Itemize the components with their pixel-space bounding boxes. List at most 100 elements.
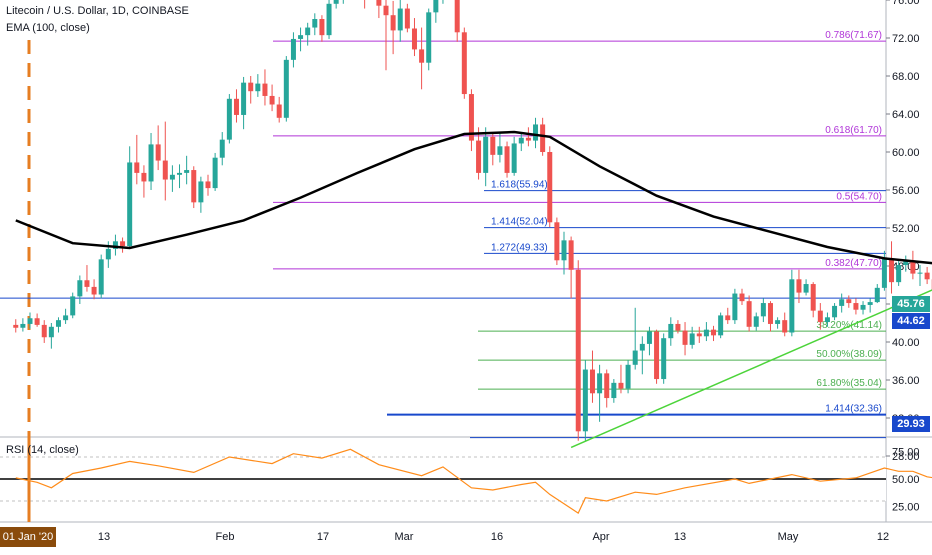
candle-body <box>270 96 275 105</box>
candle-body <box>241 83 246 115</box>
candle-body <box>305 28 310 36</box>
candle-body <box>134 162 139 172</box>
candle-body <box>191 170 196 202</box>
candle-body <box>56 320 61 327</box>
candle-body <box>298 35 303 39</box>
candle-body <box>213 158 218 188</box>
candle-body <box>861 305 866 310</box>
fib-level-label: 1.618(55.94) <box>491 180 548 191</box>
candle-body <box>633 351 638 365</box>
time-axis-tick-label: Feb <box>216 531 235 543</box>
candle-body <box>505 146 510 173</box>
candle-body <box>697 333 702 336</box>
price-axis-tick-label: 64.00 <box>892 109 920 121</box>
candle-body <box>640 344 645 351</box>
candle-body <box>262 84 267 96</box>
candle-body <box>490 137 495 155</box>
candle-body <box>206 181 211 188</box>
candle-body <box>35 318 40 325</box>
candle-body <box>70 296 75 315</box>
level-upper-tag: 44.62 <box>892 313 930 329</box>
candle-body <box>334 0 339 4</box>
time-axis-tick-label: May <box>778 531 799 543</box>
candle-body <box>284 60 289 118</box>
candle-body <box>853 303 858 310</box>
candle <box>576 260 581 441</box>
candle-body <box>42 325 47 337</box>
candle <box>99 255 104 299</box>
candle-body <box>149 144 154 181</box>
candle-body <box>832 306 837 317</box>
candle <box>925 267 930 284</box>
candle-body <box>120 241 125 246</box>
candle-body <box>412 29 417 50</box>
candle-body <box>590 370 595 394</box>
candle-body <box>319 19 324 35</box>
candle <box>547 146 552 227</box>
candle-body <box>875 288 880 302</box>
price-axis-tick-label: 52.00 <box>892 223 920 235</box>
rsi-axis-tick-label: 75.00 <box>892 447 920 459</box>
candle-body <box>868 302 873 305</box>
price-axis-tick-label: 72.00 <box>892 33 920 45</box>
candle <box>554 218 559 265</box>
candle <box>426 9 431 71</box>
price-axis-tick-label: 36.00 <box>892 375 920 387</box>
price-axis-tick-label: 40.00 <box>892 337 920 349</box>
candle-body <box>754 316 759 326</box>
time-axis-tick-label: 17 <box>317 531 329 543</box>
fib-level-label: 61.80%(35.04) <box>816 378 882 389</box>
rsi-axis-tick-label: 25.00 <box>892 502 920 514</box>
candle-body <box>811 284 816 311</box>
time-axis-tick-label: 16 <box>491 531 503 543</box>
candle-body <box>740 294 745 302</box>
candle-body <box>220 140 225 158</box>
candle-body <box>255 84 260 92</box>
candle-body <box>569 240 574 269</box>
candle-body <box>711 330 716 336</box>
candle-body <box>704 330 709 337</box>
candle <box>505 142 510 178</box>
candle-body <box>818 311 823 322</box>
candle-body <box>483 137 488 173</box>
candle-body <box>846 299 851 303</box>
candle-body <box>547 152 552 222</box>
candle-body <box>184 170 189 173</box>
candle-body <box>426 12 431 62</box>
candle-body <box>92 287 97 295</box>
candle-body <box>661 338 666 379</box>
candle-body <box>519 138 524 144</box>
candle-body <box>327 4 332 35</box>
price-axis-tick-label: 68.00 <box>892 71 920 83</box>
candle-body <box>675 324 680 331</box>
candle <box>213 153 218 191</box>
candle-body <box>782 320 787 332</box>
candle-body <box>384 6 389 16</box>
candle <box>910 251 915 279</box>
candle-body <box>925 273 930 280</box>
candle <box>661 333 666 383</box>
fib-level-label: 0.5(54.70) <box>836 191 882 202</box>
candle-body <box>526 138 531 141</box>
candle <box>227 94 232 143</box>
candle-body <box>277 105 282 118</box>
candle <box>889 241 894 293</box>
candle-body <box>533 124 538 140</box>
candle-body <box>49 327 54 337</box>
current-price-tag: 45.76 <box>892 296 930 312</box>
candle-body <box>690 333 695 344</box>
candle-body <box>896 265 901 282</box>
candle-body <box>198 181 203 202</box>
candle-body <box>141 173 146 182</box>
time-axis-tick-label: 12 <box>877 531 889 543</box>
candle-body <box>747 301 752 327</box>
candle-body <box>512 143 517 172</box>
candle-body <box>462 32 467 94</box>
candle-body <box>540 124 545 152</box>
candle-body <box>562 240 567 260</box>
candle <box>462 28 467 99</box>
symbol-legend: Litecoin / U.S. Dollar, 1D, COINBASE <box>6 5 189 17</box>
candle <box>191 166 196 208</box>
